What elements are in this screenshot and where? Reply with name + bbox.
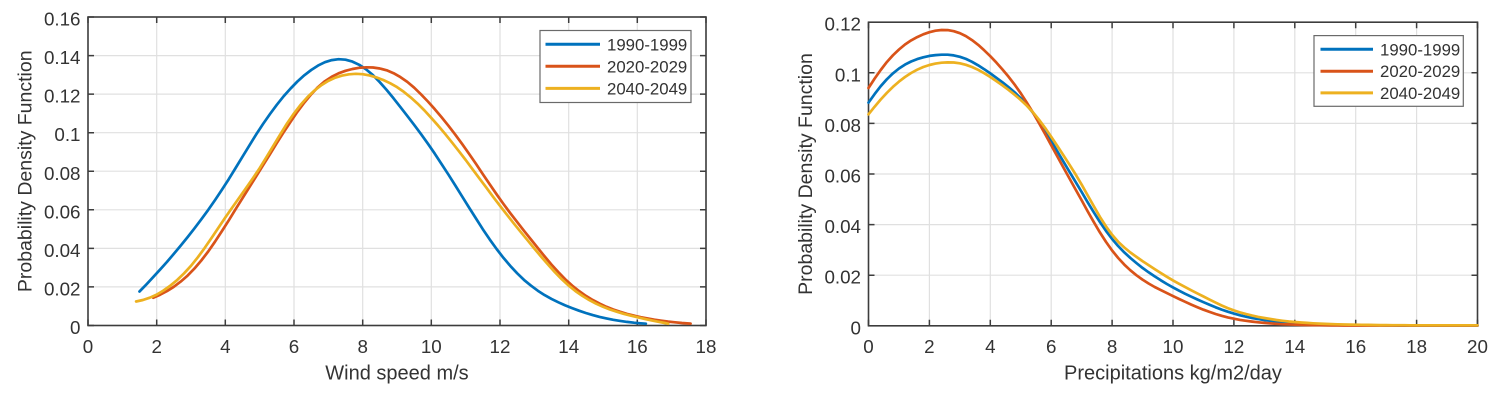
svg-text:2: 2 xyxy=(924,336,934,357)
svg-text:Precipitations kg/m2/day: Precipitations kg/m2/day xyxy=(1064,363,1282,385)
svg-text:2020-2029: 2020-2029 xyxy=(607,57,687,76)
svg-text:12: 12 xyxy=(490,336,511,357)
svg-text:0: 0 xyxy=(863,336,873,357)
svg-text:0: 0 xyxy=(83,336,93,357)
svg-text:14: 14 xyxy=(558,336,579,357)
svg-text:2: 2 xyxy=(151,336,161,357)
svg-text:0.12: 0.12 xyxy=(824,14,861,35)
svg-text:0.16: 0.16 xyxy=(44,9,81,30)
svg-text:0.1: 0.1 xyxy=(54,124,80,145)
svg-text:6: 6 xyxy=(289,336,299,357)
svg-text:4: 4 xyxy=(985,336,995,357)
svg-text:16: 16 xyxy=(1345,336,1366,357)
svg-text:0.1: 0.1 xyxy=(835,64,861,85)
svg-text:2040-2049: 2040-2049 xyxy=(607,79,687,98)
svg-text:6: 6 xyxy=(1046,336,1056,357)
svg-text:0.12: 0.12 xyxy=(44,86,81,107)
svg-text:0.06: 0.06 xyxy=(44,201,81,222)
svg-text:10: 10 xyxy=(1163,336,1184,357)
svg-text:0: 0 xyxy=(70,317,80,338)
svg-text:8: 8 xyxy=(1107,336,1117,357)
svg-text:4: 4 xyxy=(220,336,230,357)
svg-text:0.14: 0.14 xyxy=(44,47,81,68)
svg-text:12: 12 xyxy=(1223,336,1244,357)
svg-text:0.04: 0.04 xyxy=(824,216,861,237)
svg-text:0.08: 0.08 xyxy=(824,115,861,136)
svg-text:1990-1999: 1990-1999 xyxy=(607,35,687,54)
svg-text:16: 16 xyxy=(627,336,648,357)
svg-text:Probability Density Function: Probability Density Function xyxy=(15,50,37,292)
svg-text:10: 10 xyxy=(421,336,442,357)
svg-text:8: 8 xyxy=(357,336,367,357)
svg-text:1990-1999: 1990-1999 xyxy=(1380,40,1460,59)
svg-text:18: 18 xyxy=(1406,336,1427,357)
svg-text:18: 18 xyxy=(696,336,717,357)
svg-text:2020-2029: 2020-2029 xyxy=(1380,62,1460,81)
svg-text:Probability Density Function: Probability Density Function xyxy=(795,53,817,295)
svg-text:0.02: 0.02 xyxy=(44,278,81,299)
svg-text:20: 20 xyxy=(1467,336,1488,357)
svg-text:0.06: 0.06 xyxy=(824,166,861,187)
svg-text:2040-2049: 2040-2049 xyxy=(1380,84,1460,103)
svg-text:14: 14 xyxy=(1284,336,1305,357)
svg-text:0: 0 xyxy=(851,317,861,338)
svg-text:0.08: 0.08 xyxy=(44,163,81,184)
svg-text:Wind speed m/s: Wind speed m/s xyxy=(325,363,468,385)
svg-text:0.02: 0.02 xyxy=(824,267,861,288)
svg-text:0.04: 0.04 xyxy=(44,240,81,261)
